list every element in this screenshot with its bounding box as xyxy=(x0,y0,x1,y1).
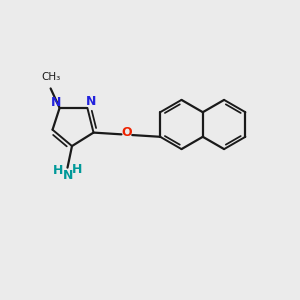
Text: O: O xyxy=(122,126,133,140)
Text: N: N xyxy=(86,95,96,109)
Text: H: H xyxy=(53,164,64,176)
Text: H: H xyxy=(72,163,82,176)
Text: CH₃: CH₃ xyxy=(41,72,60,82)
Text: N: N xyxy=(63,169,73,182)
Text: N: N xyxy=(51,96,61,109)
